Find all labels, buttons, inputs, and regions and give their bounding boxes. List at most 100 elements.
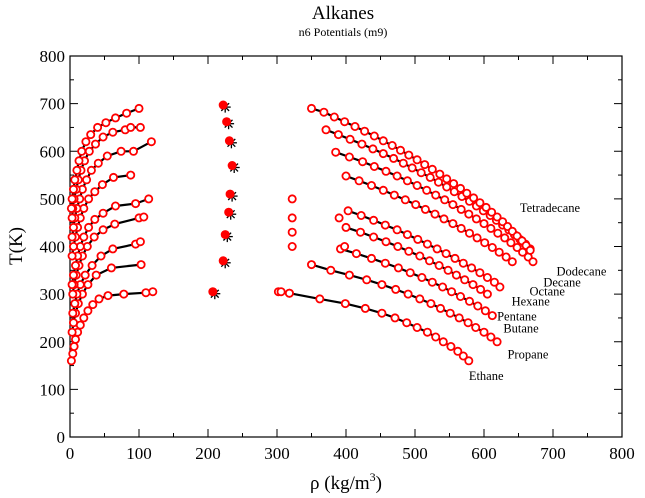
liquid-point [369, 131, 379, 141]
y-tick-label: 700 [40, 95, 66, 114]
liquid-point [453, 346, 463, 356]
liquid-point [469, 193, 479, 203]
critical-point [218, 100, 231, 113]
liquid-point [391, 284, 401, 294]
liquid-point [368, 144, 378, 154]
liquid-point [389, 190, 399, 200]
liquid-point [358, 157, 368, 167]
liquid-point [357, 139, 367, 149]
y-axis-label: T(K) [6, 227, 27, 265]
vapor-point [126, 170, 136, 180]
liquid-point [426, 299, 436, 309]
vapor-point [86, 165, 96, 175]
vapor-point [98, 225, 108, 235]
vapor-point [69, 241, 79, 251]
chart-subtitle: n6 Potentials (m9) [299, 25, 388, 39]
vapor-point [67, 327, 77, 337]
liquid-point [442, 174, 452, 184]
x-axis-label-superscript: 3 [370, 470, 376, 484]
vapor-point [83, 306, 93, 316]
liquid-point [463, 318, 473, 328]
liquid-point [315, 294, 325, 304]
vapor-point [83, 280, 93, 290]
vapor-point [89, 232, 99, 242]
liquid-point [464, 209, 474, 219]
liquid-point [476, 284, 486, 294]
vapor-point [69, 341, 79, 351]
vapor-point [111, 113, 121, 123]
vapor-point [144, 194, 154, 204]
liquid-point [507, 257, 517, 267]
vapor-point [135, 237, 145, 247]
x-axis: 0 100 200 300 400 500 600 700 800 [66, 56, 635, 463]
vapor-point [67, 194, 77, 204]
vapor-point [79, 232, 89, 242]
vapor-point [128, 146, 138, 156]
liquid-point [451, 270, 461, 280]
series-label: Decane [543, 276, 581, 290]
liquid-point [340, 117, 350, 127]
liquid-point [420, 204, 430, 214]
liquid-point [471, 214, 481, 224]
liquid-point [433, 177, 443, 187]
liquid-point [494, 247, 504, 257]
vapor-point [90, 187, 100, 197]
chart-title: Alkanes [312, 3, 374, 24]
liquid-point [393, 263, 403, 273]
liquid-point [377, 280, 387, 290]
data-point [334, 213, 344, 223]
critical-point [224, 207, 237, 220]
critical-marker [222, 117, 232, 127]
liquid-point [458, 258, 468, 268]
liquid-point [354, 176, 364, 186]
liquid-point [392, 225, 402, 235]
liquid-point [500, 233, 510, 243]
liquid-point [343, 206, 353, 216]
liquid-point [360, 303, 370, 313]
series-label: Tetradecane [520, 201, 581, 215]
vapor-point [94, 294, 104, 304]
liquid-point [438, 282, 448, 292]
vapor-point [116, 146, 126, 156]
liquid-point [435, 169, 445, 179]
vapor-point [69, 318, 79, 328]
liquid-point [415, 294, 425, 304]
liquid-point [424, 256, 434, 266]
x-tick-label: 200 [195, 444, 221, 463]
vapor-point [103, 291, 113, 301]
liquid-point [456, 204, 466, 214]
critical-point [225, 189, 238, 202]
vapor-point [146, 137, 156, 147]
liquid-point [366, 180, 376, 190]
vapor-point [122, 108, 132, 118]
vapor-point [87, 260, 97, 270]
critical-marker [220, 230, 230, 240]
vapor-point [93, 122, 103, 132]
x-tick-label: 400 [333, 444, 359, 463]
y-tick-label: 800 [40, 47, 66, 66]
vapor-point [97, 180, 107, 190]
vapor-curve [71, 240, 141, 314]
liquid-point [360, 126, 370, 136]
liquid-point [442, 182, 452, 192]
liquid-point [464, 228, 474, 238]
liquid-point [431, 190, 441, 200]
liquid-point [351, 249, 361, 259]
critical-marker [225, 189, 235, 199]
vapor-point [79, 313, 89, 323]
liquid-point [378, 185, 388, 195]
x-axis-label-close: ) [376, 473, 382, 494]
vapor-point [96, 251, 106, 261]
liquid-point [434, 260, 444, 270]
liquid-point [381, 166, 391, 176]
liquid-point [420, 160, 430, 170]
data-point [287, 227, 297, 237]
critical-point [218, 256, 231, 269]
liquid-point [435, 303, 445, 313]
liquid-point [458, 351, 468, 361]
liquid-point [393, 241, 403, 251]
liquid-point [525, 245, 535, 255]
liquid-point [380, 258, 390, 268]
liquid-point [475, 268, 485, 278]
